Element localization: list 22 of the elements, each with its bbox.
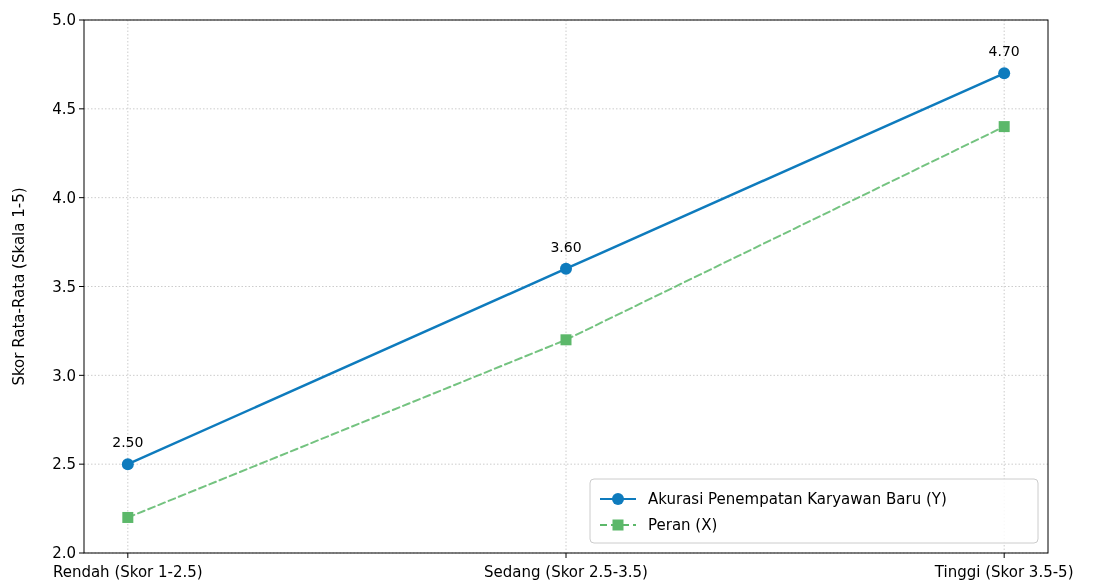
point: [998, 67, 1011, 80]
y-axis-title: Skor Rata-Rata (Skala 1-5): [10, 187, 28, 386]
point: [560, 334, 572, 346]
x-tick-label: Sedang (Skor 2.5-3.5): [484, 563, 648, 581]
y-tick-label: 2.5: [52, 455, 76, 474]
y-tick-label: 5.0: [52, 11, 76, 30]
y-tick-label: 4.5: [52, 100, 76, 119]
data-label: 2.50: [112, 434, 144, 451]
point: [998, 121, 1010, 133]
x-tick-label: Rendah (Skor 1-2.5): [52, 563, 203, 581]
legend-label: Akurasi Penempatan Karyawan Baru (Y): [648, 490, 947, 509]
point: [560, 262, 572, 275]
data-label: 4.70: [988, 43, 1020, 60]
x-tick-label: Tinggi (Skor 3.5-5): [933, 563, 1074, 581]
point: [122, 511, 134, 523]
point: [121, 458, 134, 471]
y-tick-label: 3.0: [52, 366, 76, 385]
y-tick-label: 3.5: [52, 277, 76, 296]
legend-label: Peran (X): [648, 516, 718, 535]
data-label: 3.60: [550, 238, 582, 255]
y-tick-label: 2.0: [52, 544, 76, 563]
y-tick-label: 4.0: [52, 188, 76, 207]
